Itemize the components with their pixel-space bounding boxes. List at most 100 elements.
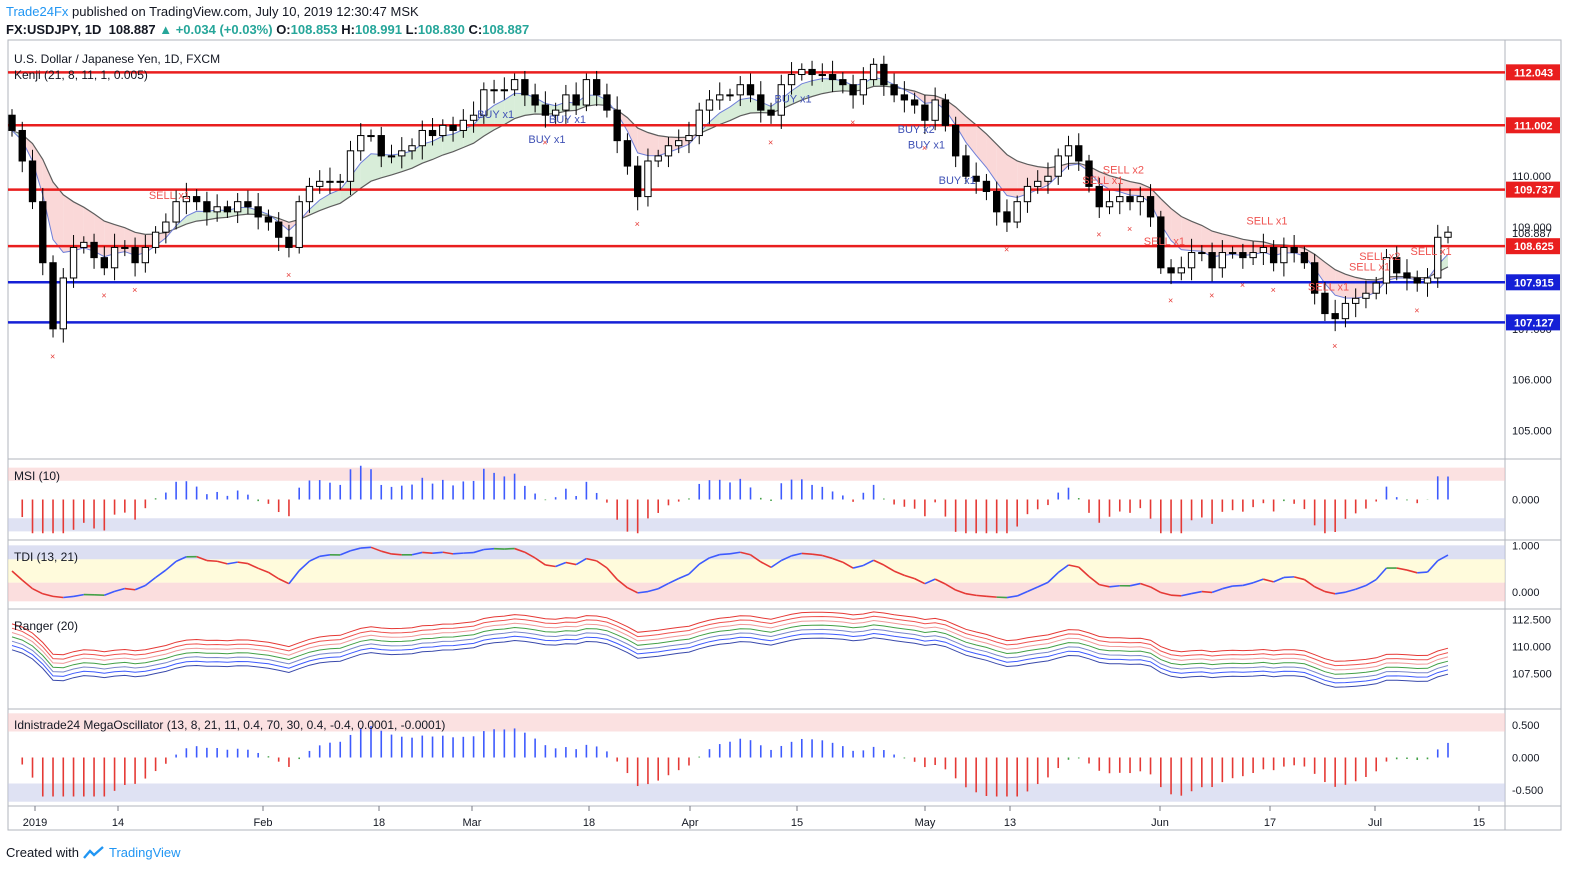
tdi-line-segment: [175, 556, 187, 563]
candle-body: [1054, 155, 1062, 177]
kenji-cloud-segment: [186, 211, 197, 225]
time-tick-label: 15: [1473, 817, 1485, 829]
kenji-cloud-segment: [206, 209, 218, 220]
tdi-line-segment: [1324, 590, 1336, 595]
candle-body: [459, 119, 467, 131]
candle-body: [1116, 196, 1124, 203]
tdi-pane[interactable]: 1.000 0.000: [8, 540, 1540, 602]
candle-body: [223, 206, 232, 213]
msi-pane[interactable]: 0.000: [8, 465, 1540, 534]
ranger-pane[interactable]: 112.500 110.000 107.500: [11, 611, 1552, 688]
low-value: 108.830: [417, 22, 465, 37]
candle-body: [951, 124, 960, 157]
tdi-line-segment: [1417, 571, 1428, 574]
kenji-cloud-segment: [1201, 225, 1213, 257]
kenji-cloud-segment: [719, 106, 730, 125]
tdi-middle-zone: [8, 559, 1505, 583]
tdi-line-segment: [1057, 564, 1069, 574]
kenji-cloud-segment: [432, 135, 443, 160]
candle-body: [131, 246, 139, 264]
candle-body: [182, 196, 191, 203]
tdi-line-segment: [1068, 564, 1079, 568]
tdi-line-segment: [801, 552, 813, 556]
time-tick-label: 2019: [23, 817, 47, 829]
candle-body: [562, 94, 570, 111]
sell-signal-label: SELL x1: [1308, 282, 1349, 294]
tdi-line-segment: [893, 570, 905, 577]
tdi-line-segment: [144, 576, 157, 587]
ranger-band-line: [11, 615, 1449, 667]
kenji-cloud-segment: [791, 83, 802, 105]
candle-body: [664, 145, 673, 157]
tdi-line-segment: [1365, 578, 1377, 587]
tdi-line-segment: [155, 569, 167, 579]
megaoscillator-pane[interactable]: 0.500 0.000 -0.500: [8, 713, 1543, 802]
tdi-line-segment: [1406, 569, 1418, 574]
kenji-cloud-segment: [329, 189, 341, 207]
kenji-cloud-segment: [73, 201, 84, 251]
time-axis[interactable]: 2019 14 Feb 18 Mar 18 Apr 15 May 13 Jun 17 Jul 15: [23, 806, 1485, 829]
tdi-line-segment: [1171, 594, 1182, 597]
tdi-line-segment: [586, 557, 597, 562]
candle-body: [1044, 175, 1052, 182]
buy-signal-label: BUY x1: [549, 114, 586, 126]
publish-text: published on TradingView.com, July 10, 2…: [68, 4, 419, 19]
ranger-band-line: [11, 628, 1449, 680]
tdi-line-segment: [637, 590, 649, 594]
kenji-cloud-segment: [740, 97, 751, 116]
tdi-line-segment: [555, 561, 567, 568]
tdi-line-segment: [688, 563, 700, 575]
sell-signal-label: SELL x1: [1349, 261, 1390, 273]
tdi-line-segment: [750, 554, 762, 563]
tdi-line-segment: [1314, 586, 1326, 593]
candle-body: [1034, 180, 1042, 187]
brand-link[interactable]: Trade24Fx: [6, 4, 69, 19]
tdi-line-segment: [545, 564, 556, 568]
tdi-line-segment: [740, 551, 751, 556]
candle-body: [1341, 302, 1350, 320]
tdi-line-segment: [1211, 587, 1223, 594]
tdi-line-segment: [165, 560, 177, 571]
candle-body: [357, 135, 365, 152]
candle-body: [972, 175, 980, 182]
candle-body: [531, 94, 539, 106]
time-tick-label: Jul: [1368, 817, 1382, 829]
kenji-cloud-segment: [360, 153, 371, 189]
candle-body: [213, 206, 221, 213]
tdi-line-segment: [63, 595, 74, 599]
close-value: 108.887: [482, 22, 530, 37]
tradingview-logo-icon: [83, 845, 104, 859]
buy-signal-label: BUY x1: [908, 139, 945, 151]
candle-body: [1187, 252, 1196, 269]
time-tick-label: 18: [373, 817, 385, 829]
candle-body: [787, 74, 796, 86]
tdi-line-segment: [1293, 576, 1305, 581]
kenji-cloud-segment: [1345, 274, 1356, 299]
kenji-cloud-segment: [801, 80, 813, 100]
tdi-line-segment: [883, 564, 895, 572]
tdi-line-segment: [309, 555, 321, 562]
candle-body: [839, 79, 847, 86]
time-tick-label: May: [915, 817, 936, 829]
candle-body: [695, 109, 703, 137]
candle-body: [1105, 201, 1114, 208]
kenji-cloud-segment: [63, 194, 74, 253]
candle-body: [521, 79, 529, 96]
candle-body: [1362, 292, 1370, 299]
main-price-pane[interactable]: 105.000106.000107.000108.000109.000110.0…: [8, 55, 1560, 438]
candle-body: [1423, 277, 1432, 284]
candle-body: [1228, 252, 1237, 255]
candle-body: [1300, 252, 1309, 264]
candle-body: [777, 84, 785, 116]
candle-body: [798, 68, 806, 76]
tdi-line-segment: [1273, 576, 1285, 583]
tdi-tick-label: 1.000: [1512, 540, 1540, 552]
candle-body: [541, 104, 550, 116]
sell-cross-marker: ×: [1096, 229, 1101, 239]
candle-body: [1157, 216, 1165, 269]
candle-body: [716, 94, 724, 101]
sell-cross-marker: ×: [1414, 306, 1419, 316]
tradingview-link[interactable]: TradingView: [108, 845, 181, 860]
candle-body: [859, 79, 868, 96]
